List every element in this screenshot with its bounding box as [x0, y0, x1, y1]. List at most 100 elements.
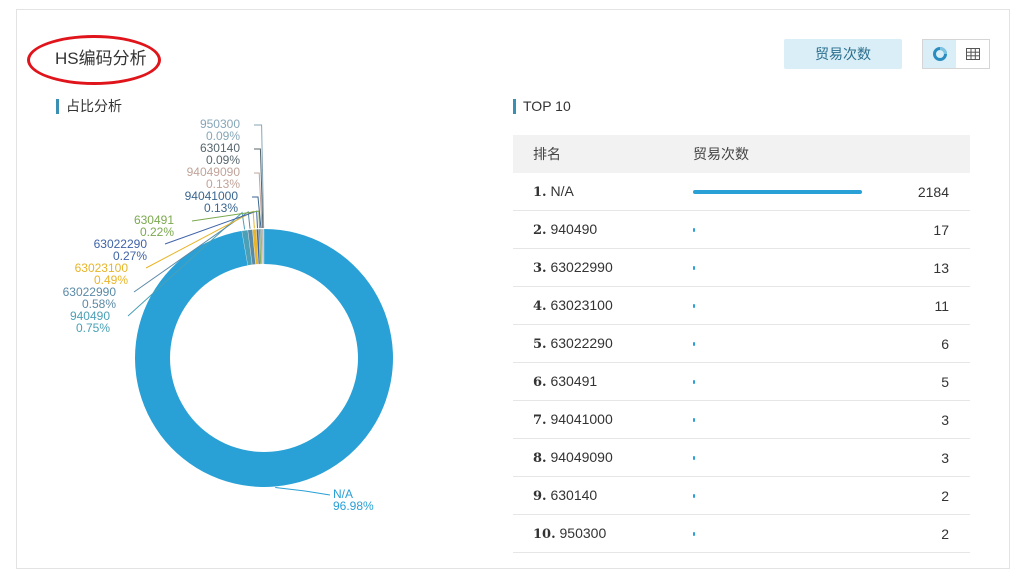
slice-percent: 0.49%	[94, 273, 128, 287]
table-view-button[interactable]	[956, 40, 989, 68]
hs-code-name: 630491	[546, 373, 598, 389]
slice-percent: 0.13%	[204, 201, 238, 215]
slice-label: 950300	[200, 117, 240, 131]
slice-leader-line	[254, 124, 265, 229]
trade-count-bar	[693, 227, 695, 232]
hs-code-name: N/A	[546, 183, 574, 199]
slice-label: 63022290	[94, 237, 148, 251]
table-row[interactable]: 5. 63022290 6	[513, 324, 970, 363]
slice-label: 94049090	[187, 165, 241, 179]
slice-leader-line	[133, 210, 251, 293]
trade-count-value: 6	[894, 324, 970, 363]
slice-label: 630140	[200, 141, 240, 155]
trade-count-value: 17	[894, 210, 970, 249]
rank-name-cell: 4. 63023100	[513, 286, 692, 325]
slice-label: 94041000	[185, 189, 239, 203]
bar-cell	[692, 438, 894, 477]
hs-code-name: 630140	[546, 487, 598, 503]
slice-percent: 0.22%	[140, 225, 174, 239]
slice-percent: 96.98%	[333, 499, 374, 513]
rank-name-cell: 6. 630491	[513, 362, 692, 401]
table-row[interactable]: 1. N/A 2184	[513, 173, 970, 211]
slice-percent: 0.13%	[206, 177, 240, 191]
hs-code-name: 94049090	[546, 449, 613, 465]
table-row[interactable]: 6. 630491 5	[513, 362, 970, 401]
trade-count-bar	[693, 303, 695, 308]
table-row[interactable]: 10. 950300 2	[513, 514, 970, 553]
slice-label: 63022990	[63, 285, 117, 299]
view-toggle	[922, 39, 990, 69]
rank-name-cell: 1. N/A	[513, 173, 692, 211]
rank-name-cell: 9. 630140	[513, 476, 692, 515]
donut-slice[interactable]	[135, 229, 393, 488]
rank-number: 7.	[533, 413, 547, 428]
table-row[interactable]: 3. 63022990 13	[513, 248, 970, 287]
top10-table: 排名 贸易次数 1. N/A 2184 2. 940490 17 3. 63022990…	[513, 135, 970, 553]
top10-header-row: 排名 贸易次数	[513, 135, 970, 173]
bar-cell	[692, 173, 894, 211]
slice-percent: 0.58%	[82, 297, 116, 311]
table-grid-icon	[965, 48, 980, 60]
rank-number: 5.	[533, 337, 547, 352]
rank-name-cell: 8. 94049090	[513, 438, 692, 477]
trade-count-bar	[693, 493, 695, 498]
share-analysis-label: 占比分析	[56, 99, 122, 114]
trade-count-value: 11	[894, 286, 970, 325]
bar-cell	[692, 248, 894, 287]
donut-slice[interactable]	[263, 228, 265, 265]
table-row[interactable]: 2. 940490 17	[513, 210, 970, 249]
rank-number: 8.	[533, 451, 547, 466]
bar-cell	[692, 400, 894, 439]
slice-label: 630491	[134, 213, 174, 227]
rank-number: 9.	[533, 489, 547, 504]
slice-percent: 0.09%	[206, 129, 240, 143]
bar-cell	[692, 476, 894, 515]
slice-leader-line	[252, 196, 262, 229]
table-row[interactable]: 9. 630140 2	[513, 476, 970, 515]
trade-count-value: 2184	[894, 173, 970, 211]
slice-label: N/A	[333, 487, 353, 501]
slice-percent: 0.09%	[206, 153, 240, 167]
bar-cell	[692, 286, 894, 325]
trade-count-value: 13	[894, 248, 970, 287]
hs-code-name: 63022990	[546, 259, 613, 275]
hs-code-name: 950300	[555, 525, 607, 541]
rank-number: 10.	[533, 527, 556, 542]
top10-label: TOP 10	[513, 99, 571, 114]
rank-name-cell: 10. 950300	[513, 514, 692, 553]
hs-code-name: 63022290	[546, 335, 613, 351]
trade-count-value: 2	[894, 514, 970, 553]
bar-cell	[692, 514, 894, 553]
bar-cell	[692, 324, 894, 363]
trade-count-bar	[693, 189, 862, 194]
rank-name-cell: 5. 63022290	[513, 324, 692, 363]
hs-code-name: 940490	[546, 221, 598, 237]
trade-count-button[interactable]: 贸易次数	[784, 39, 902, 69]
table-row[interactable]: 7. 94041000 3	[513, 400, 970, 439]
trade-count-value: 5	[894, 362, 970, 401]
slice-percent: 0.75%	[76, 321, 110, 335]
donut-chart-view-button[interactable]	[923, 40, 956, 68]
rank-name-cell: 7. 94041000	[513, 400, 692, 439]
hs-code-name: 63023100	[546, 297, 613, 313]
trade-count-column-header: 贸易次数	[692, 135, 970, 173]
bar-cell	[692, 362, 894, 401]
trade-count-bar	[693, 417, 695, 422]
rank-number: 4.	[533, 299, 547, 314]
rank-number: 2.	[533, 223, 547, 238]
trade-count-bar	[693, 265, 695, 270]
rank-number: 3.	[533, 261, 547, 276]
trade-count-value: 3	[894, 438, 970, 477]
table-row[interactable]: 8. 94049090 3	[513, 438, 970, 477]
hs-code-name: 94041000	[546, 411, 613, 427]
slice-leader-line	[275, 487, 331, 496]
donut-chart-icon	[932, 47, 947, 61]
trade-count-value: 2	[894, 476, 970, 515]
slice-label: 63023100	[75, 261, 129, 275]
table-row[interactable]: 4. 63023100 11	[513, 286, 970, 325]
trade-count-bar	[693, 379, 695, 384]
rank-column-header: 排名	[513, 135, 692, 173]
trade-count-bar	[693, 341, 695, 346]
rank-name-cell: 2. 940490	[513, 210, 692, 249]
